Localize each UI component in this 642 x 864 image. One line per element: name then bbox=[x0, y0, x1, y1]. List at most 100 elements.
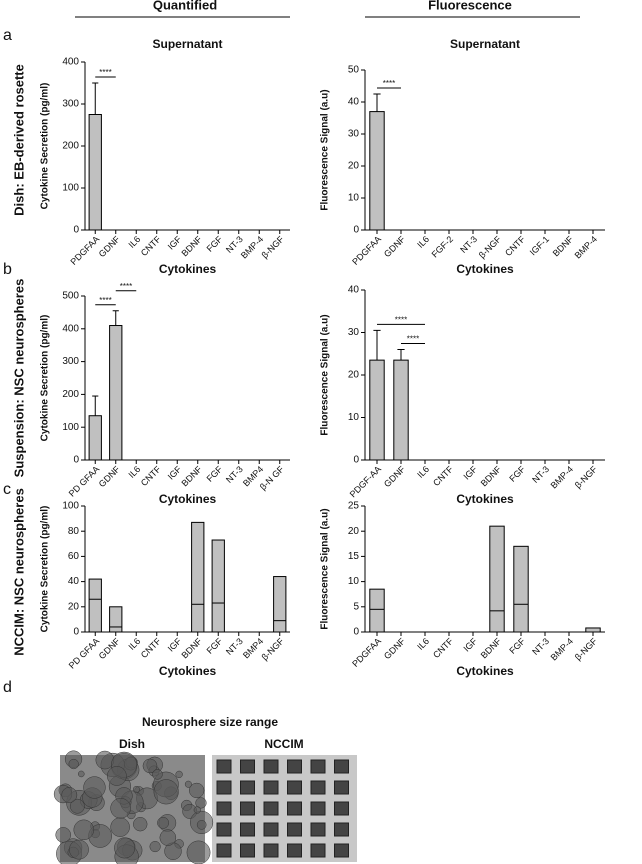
y-tick-label: 0 bbox=[353, 455, 359, 466]
y-tick-label: 20 bbox=[348, 161, 360, 172]
microwell bbox=[263, 822, 279, 837]
y-axis-label: Cytokine Secretion (pg/ml) bbox=[40, 83, 51, 210]
chart-title: Supernatant bbox=[152, 37, 222, 51]
sphere bbox=[133, 817, 148, 832]
x-tick-label: CNTF bbox=[139, 636, 163, 660]
sphere bbox=[110, 797, 131, 819]
significance-label: **** bbox=[99, 296, 111, 305]
x-tick-label: PDGFAA bbox=[350, 234, 383, 267]
microwell bbox=[240, 822, 255, 837]
panel-title: Neurosphere size range bbox=[142, 715, 278, 729]
x-tick-label: BMP-4 bbox=[549, 464, 576, 491]
panel-letter: c bbox=[3, 481, 11, 498]
y-tick-label: 0 bbox=[73, 627, 79, 638]
panel-letter: a bbox=[3, 27, 12, 44]
x-tick-label: IL6 bbox=[126, 234, 142, 250]
x-tick-label: FGF bbox=[205, 636, 225, 656]
x-axis-label: Cytokines bbox=[159, 492, 217, 506]
x-tick-label: IL6 bbox=[415, 636, 431, 652]
microwell bbox=[334, 759, 349, 774]
sphere bbox=[78, 770, 85, 778]
x-tick-label: β-NGF bbox=[573, 636, 600, 663]
x-tick-label: GDNF bbox=[97, 464, 122, 489]
sphere bbox=[114, 837, 136, 859]
bar bbox=[369, 111, 385, 231]
y-tick-label: 40 bbox=[68, 576, 80, 587]
chart-title: Supernatant bbox=[450, 37, 520, 51]
sphere bbox=[68, 758, 79, 770]
sphere bbox=[195, 797, 207, 809]
y-tick-label: 400 bbox=[62, 57, 79, 68]
x-tick-label: CNTF bbox=[503, 234, 527, 258]
microwell bbox=[216, 843, 232, 858]
bar bbox=[109, 606, 123, 633]
x-tick-label: IGF-1 bbox=[528, 234, 551, 257]
x-tick-label: β-NGF bbox=[260, 636, 287, 663]
sphere bbox=[186, 840, 211, 864]
x-tick-label: IGF bbox=[461, 636, 479, 654]
x-tick-label: β-NGF bbox=[477, 234, 504, 261]
microwell bbox=[334, 843, 349, 858]
microwell bbox=[287, 759, 302, 774]
microwell bbox=[310, 801, 326, 816]
y-tick-label: 200 bbox=[62, 389, 79, 400]
significance-label: **** bbox=[383, 79, 395, 88]
x-tick-label: FGF bbox=[205, 234, 225, 254]
bar bbox=[369, 359, 385, 461]
microwell bbox=[240, 759, 255, 774]
sphere bbox=[69, 839, 89, 860]
bar bbox=[369, 588, 385, 633]
x-tick-label: FGF-2 bbox=[430, 234, 455, 259]
sphere bbox=[95, 750, 115, 770]
microwell bbox=[287, 822, 302, 837]
x-tick-label: NT-3 bbox=[530, 636, 551, 657]
x-tick-label: IL6 bbox=[126, 636, 142, 652]
y-axis-label: Fluorescence Signal (a.u) bbox=[320, 89, 331, 210]
bar bbox=[191, 521, 205, 633]
significance-label: **** bbox=[395, 315, 407, 324]
image-label: NCCIM bbox=[264, 737, 303, 751]
microwell bbox=[216, 801, 232, 816]
sphere bbox=[152, 769, 163, 780]
micrograph bbox=[212, 755, 357, 862]
microwell bbox=[287, 801, 302, 816]
microwell bbox=[240, 843, 255, 858]
x-tick-label: BDNF bbox=[479, 464, 504, 489]
x-tick-label: IGF bbox=[461, 464, 479, 482]
x-tick-label: BDNF bbox=[179, 636, 204, 661]
microwell bbox=[263, 843, 279, 858]
sphere bbox=[61, 787, 78, 803]
x-tick-label: NT-3 bbox=[530, 464, 551, 485]
y-tick-label: 80 bbox=[68, 526, 80, 537]
panel-letter: b bbox=[3, 261, 12, 278]
y-tick-label: 100 bbox=[62, 501, 79, 512]
bar bbox=[88, 114, 102, 231]
microwell bbox=[216, 780, 232, 795]
x-tick-label: PDGF-AA bbox=[348, 464, 383, 499]
microwell bbox=[240, 780, 255, 795]
x-tick-label: BMP-4 bbox=[573, 234, 600, 261]
x-tick-label: CNTF bbox=[431, 464, 455, 488]
bar bbox=[393, 359, 409, 461]
x-tick-label: CNTF bbox=[431, 636, 455, 660]
x-tick-label: CNTF bbox=[139, 234, 163, 258]
significance-label: **** bbox=[120, 282, 132, 291]
x-tick-label: β-NGF bbox=[260, 234, 287, 261]
x-axis-label: Cytokines bbox=[456, 492, 514, 506]
y-axis-label: Fluorescence Signal (a.u) bbox=[320, 508, 331, 629]
sphere bbox=[153, 779, 179, 805]
microwell bbox=[216, 759, 232, 774]
microwell bbox=[334, 801, 349, 816]
bar bbox=[109, 325, 123, 461]
x-tick-label: BDNF bbox=[179, 234, 204, 259]
bar bbox=[489, 525, 505, 633]
x-tick-label: BDNF bbox=[179, 464, 204, 489]
sphere bbox=[83, 776, 106, 799]
sphere bbox=[142, 758, 158, 774]
sphere bbox=[159, 829, 177, 846]
x-tick-label: IL6 bbox=[415, 464, 431, 480]
y-tick-label: 20 bbox=[348, 370, 360, 381]
x-tick-label: GDNF bbox=[382, 234, 407, 259]
x-tick-label: IL6 bbox=[415, 234, 431, 250]
